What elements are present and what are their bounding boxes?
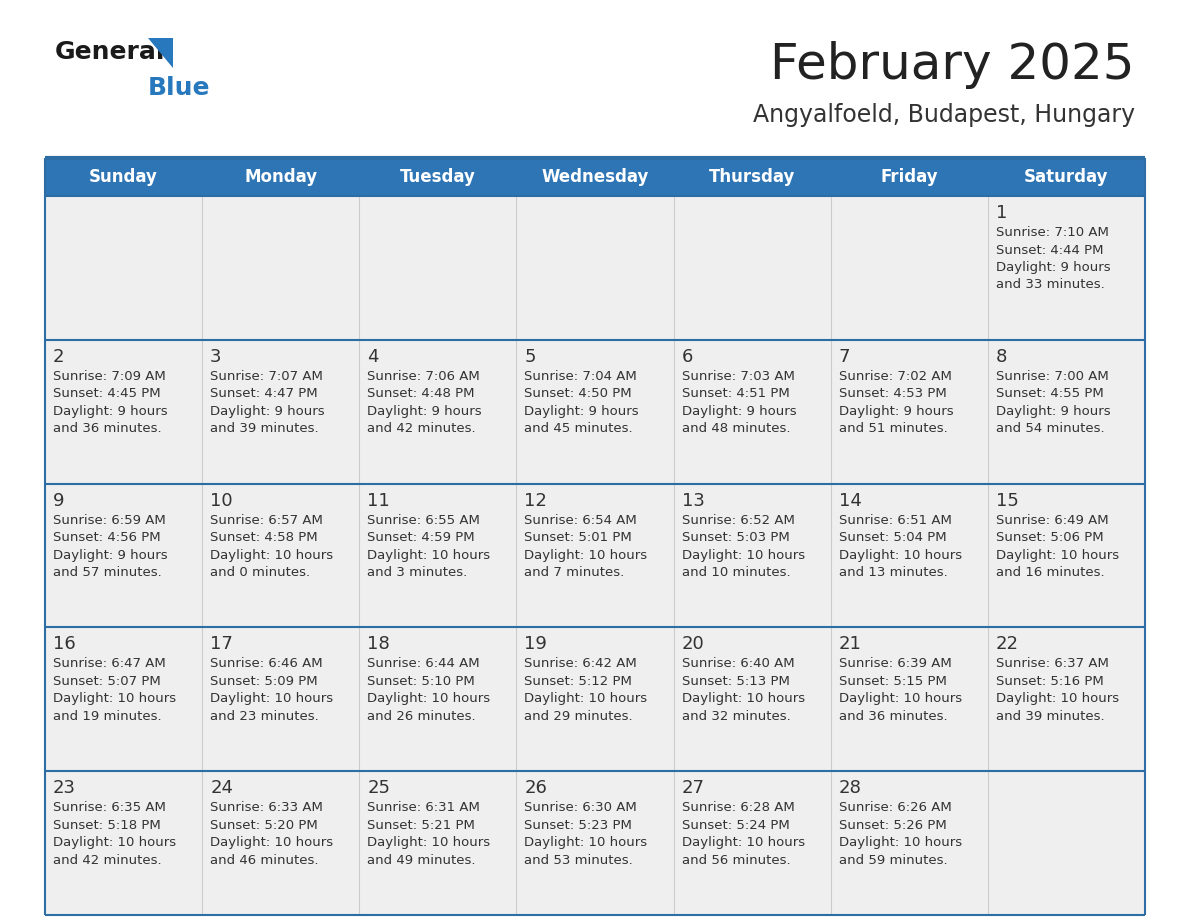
Text: 27: 27 [682,779,704,797]
Text: Sunrise: 6:33 AM
Sunset: 5:20 PM
Daylight: 10 hours
and 46 minutes.: Sunrise: 6:33 AM Sunset: 5:20 PM Dayligh… [210,801,334,867]
Text: Sunrise: 6:44 AM
Sunset: 5:10 PM
Daylight: 10 hours
and 26 minutes.: Sunrise: 6:44 AM Sunset: 5:10 PM Dayligh… [367,657,491,722]
Bar [45,771,1145,915]
Text: Sunrise: 7:10 AM
Sunset: 4:44 PM
Daylight: 9 hours
and 33 minutes.: Sunrise: 7:10 AM Sunset: 4:44 PM Dayligh… [996,226,1111,292]
Text: Sunrise: 7:03 AM
Sunset: 4:51 PM
Daylight: 9 hours
and 48 minutes.: Sunrise: 7:03 AM Sunset: 4:51 PM Dayligh… [682,370,796,435]
Text: 10: 10 [210,492,233,509]
Text: 15: 15 [996,492,1019,509]
Text: Sunrise: 6:52 AM
Sunset: 5:03 PM
Daylight: 10 hours
and 10 minutes.: Sunrise: 6:52 AM Sunset: 5:03 PM Dayligh… [682,513,804,579]
Bar [45,340,1145,484]
Text: Sunrise: 6:28 AM
Sunset: 5:24 PM
Daylight: 10 hours
and 56 minutes.: Sunrise: 6:28 AM Sunset: 5:24 PM Dayligh… [682,801,804,867]
Text: Sunrise: 6:46 AM
Sunset: 5:09 PM
Daylight: 10 hours
and 23 minutes.: Sunrise: 6:46 AM Sunset: 5:09 PM Dayligh… [210,657,334,722]
Text: 5: 5 [524,348,536,365]
Text: Sunrise: 7:02 AM
Sunset: 4:53 PM
Daylight: 9 hours
and 51 minutes.: Sunrise: 7:02 AM Sunset: 4:53 PM Dayligh… [839,370,953,435]
Text: Angyalfoeld, Budapest, Hungary: Angyalfoeld, Budapest, Hungary [753,103,1135,127]
Text: Sunrise: 6:30 AM
Sunset: 5:23 PM
Daylight: 10 hours
and 53 minutes.: Sunrise: 6:30 AM Sunset: 5:23 PM Dayligh… [524,801,647,867]
Text: 17: 17 [210,635,233,654]
Text: 28: 28 [839,779,861,797]
Text: Tuesday: Tuesday [400,168,476,186]
Text: 7: 7 [839,348,851,365]
Text: 3: 3 [210,348,222,365]
Text: 2: 2 [53,348,64,365]
Text: Sunrise: 6:37 AM
Sunset: 5:16 PM
Daylight: 10 hours
and 39 minutes.: Sunrise: 6:37 AM Sunset: 5:16 PM Dayligh… [996,657,1119,722]
Bar [45,158,1145,196]
Text: Thursday: Thursday [709,168,795,186]
Text: Saturday: Saturday [1024,168,1108,186]
Text: 23: 23 [53,779,76,797]
Text: Sunrise: 6:39 AM
Sunset: 5:15 PM
Daylight: 10 hours
and 36 minutes.: Sunrise: 6:39 AM Sunset: 5:15 PM Dayligh… [839,657,962,722]
Text: 22: 22 [996,635,1019,654]
Text: Sunrise: 7:06 AM
Sunset: 4:48 PM
Daylight: 9 hours
and 42 minutes.: Sunrise: 7:06 AM Sunset: 4:48 PM Dayligh… [367,370,482,435]
Bar [45,627,1145,771]
Text: Sunrise: 7:04 AM
Sunset: 4:50 PM
Daylight: 9 hours
and 45 minutes.: Sunrise: 7:04 AM Sunset: 4:50 PM Dayligh… [524,370,639,435]
Text: Sunrise: 6:59 AM
Sunset: 4:56 PM
Daylight: 9 hours
and 57 minutes.: Sunrise: 6:59 AM Sunset: 4:56 PM Dayligh… [53,513,168,579]
Text: Sunrise: 6:54 AM
Sunset: 5:01 PM
Daylight: 10 hours
and 7 minutes.: Sunrise: 6:54 AM Sunset: 5:01 PM Dayligh… [524,513,647,579]
Polygon shape [148,38,173,68]
Text: Sunrise: 6:40 AM
Sunset: 5:13 PM
Daylight: 10 hours
and 32 minutes.: Sunrise: 6:40 AM Sunset: 5:13 PM Dayligh… [682,657,804,722]
Text: Sunrise: 6:55 AM
Sunset: 4:59 PM
Daylight: 10 hours
and 3 minutes.: Sunrise: 6:55 AM Sunset: 4:59 PM Dayligh… [367,513,491,579]
Text: 4: 4 [367,348,379,365]
Text: 21: 21 [839,635,861,654]
Bar [45,196,1145,340]
Text: Sunday: Sunday [89,168,158,186]
Text: Monday: Monday [245,168,317,186]
Text: Sunrise: 6:49 AM
Sunset: 5:06 PM
Daylight: 10 hours
and 16 minutes.: Sunrise: 6:49 AM Sunset: 5:06 PM Dayligh… [996,513,1119,579]
Text: Sunrise: 6:31 AM
Sunset: 5:21 PM
Daylight: 10 hours
and 49 minutes.: Sunrise: 6:31 AM Sunset: 5:21 PM Dayligh… [367,801,491,867]
Text: Sunrise: 7:07 AM
Sunset: 4:47 PM
Daylight: 9 hours
and 39 minutes.: Sunrise: 7:07 AM Sunset: 4:47 PM Dayligh… [210,370,324,435]
Text: 14: 14 [839,492,861,509]
Text: 1: 1 [996,204,1007,222]
Text: 13: 13 [682,492,704,509]
Text: 25: 25 [367,779,391,797]
Text: 16: 16 [53,635,76,654]
Text: Sunrise: 6:57 AM
Sunset: 4:58 PM
Daylight: 10 hours
and 0 minutes.: Sunrise: 6:57 AM Sunset: 4:58 PM Dayligh… [210,513,334,579]
Bar [45,484,1145,627]
Text: Sunrise: 6:35 AM
Sunset: 5:18 PM
Daylight: 10 hours
and 42 minutes.: Sunrise: 6:35 AM Sunset: 5:18 PM Dayligh… [53,801,176,867]
Text: 24: 24 [210,779,233,797]
Text: 20: 20 [682,635,704,654]
Text: Sunrise: 6:26 AM
Sunset: 5:26 PM
Daylight: 10 hours
and 59 minutes.: Sunrise: 6:26 AM Sunset: 5:26 PM Dayligh… [839,801,962,867]
Text: 26: 26 [524,779,548,797]
Text: Sunrise: 6:51 AM
Sunset: 5:04 PM
Daylight: 10 hours
and 13 minutes.: Sunrise: 6:51 AM Sunset: 5:04 PM Dayligh… [839,513,962,579]
Text: Friday: Friday [880,168,939,186]
Text: Blue: Blue [148,76,210,100]
Text: General: General [55,40,165,64]
Text: Sunrise: 6:42 AM
Sunset: 5:12 PM
Daylight: 10 hours
and 29 minutes.: Sunrise: 6:42 AM Sunset: 5:12 PM Dayligh… [524,657,647,722]
Text: 19: 19 [524,635,548,654]
Text: 8: 8 [996,348,1007,365]
Text: Wednesday: Wednesday [542,168,649,186]
Text: Sunrise: 7:09 AM
Sunset: 4:45 PM
Daylight: 9 hours
and 36 minutes.: Sunrise: 7:09 AM Sunset: 4:45 PM Dayligh… [53,370,168,435]
Text: 11: 11 [367,492,390,509]
Text: 18: 18 [367,635,390,654]
Text: 6: 6 [682,348,693,365]
Text: Sunrise: 7:00 AM
Sunset: 4:55 PM
Daylight: 9 hours
and 54 minutes.: Sunrise: 7:00 AM Sunset: 4:55 PM Dayligh… [996,370,1111,435]
Text: 9: 9 [53,492,64,509]
Text: Sunrise: 6:47 AM
Sunset: 5:07 PM
Daylight: 10 hours
and 19 minutes.: Sunrise: 6:47 AM Sunset: 5:07 PM Dayligh… [53,657,176,722]
Text: 12: 12 [524,492,548,509]
Text: February 2025: February 2025 [771,41,1135,89]
